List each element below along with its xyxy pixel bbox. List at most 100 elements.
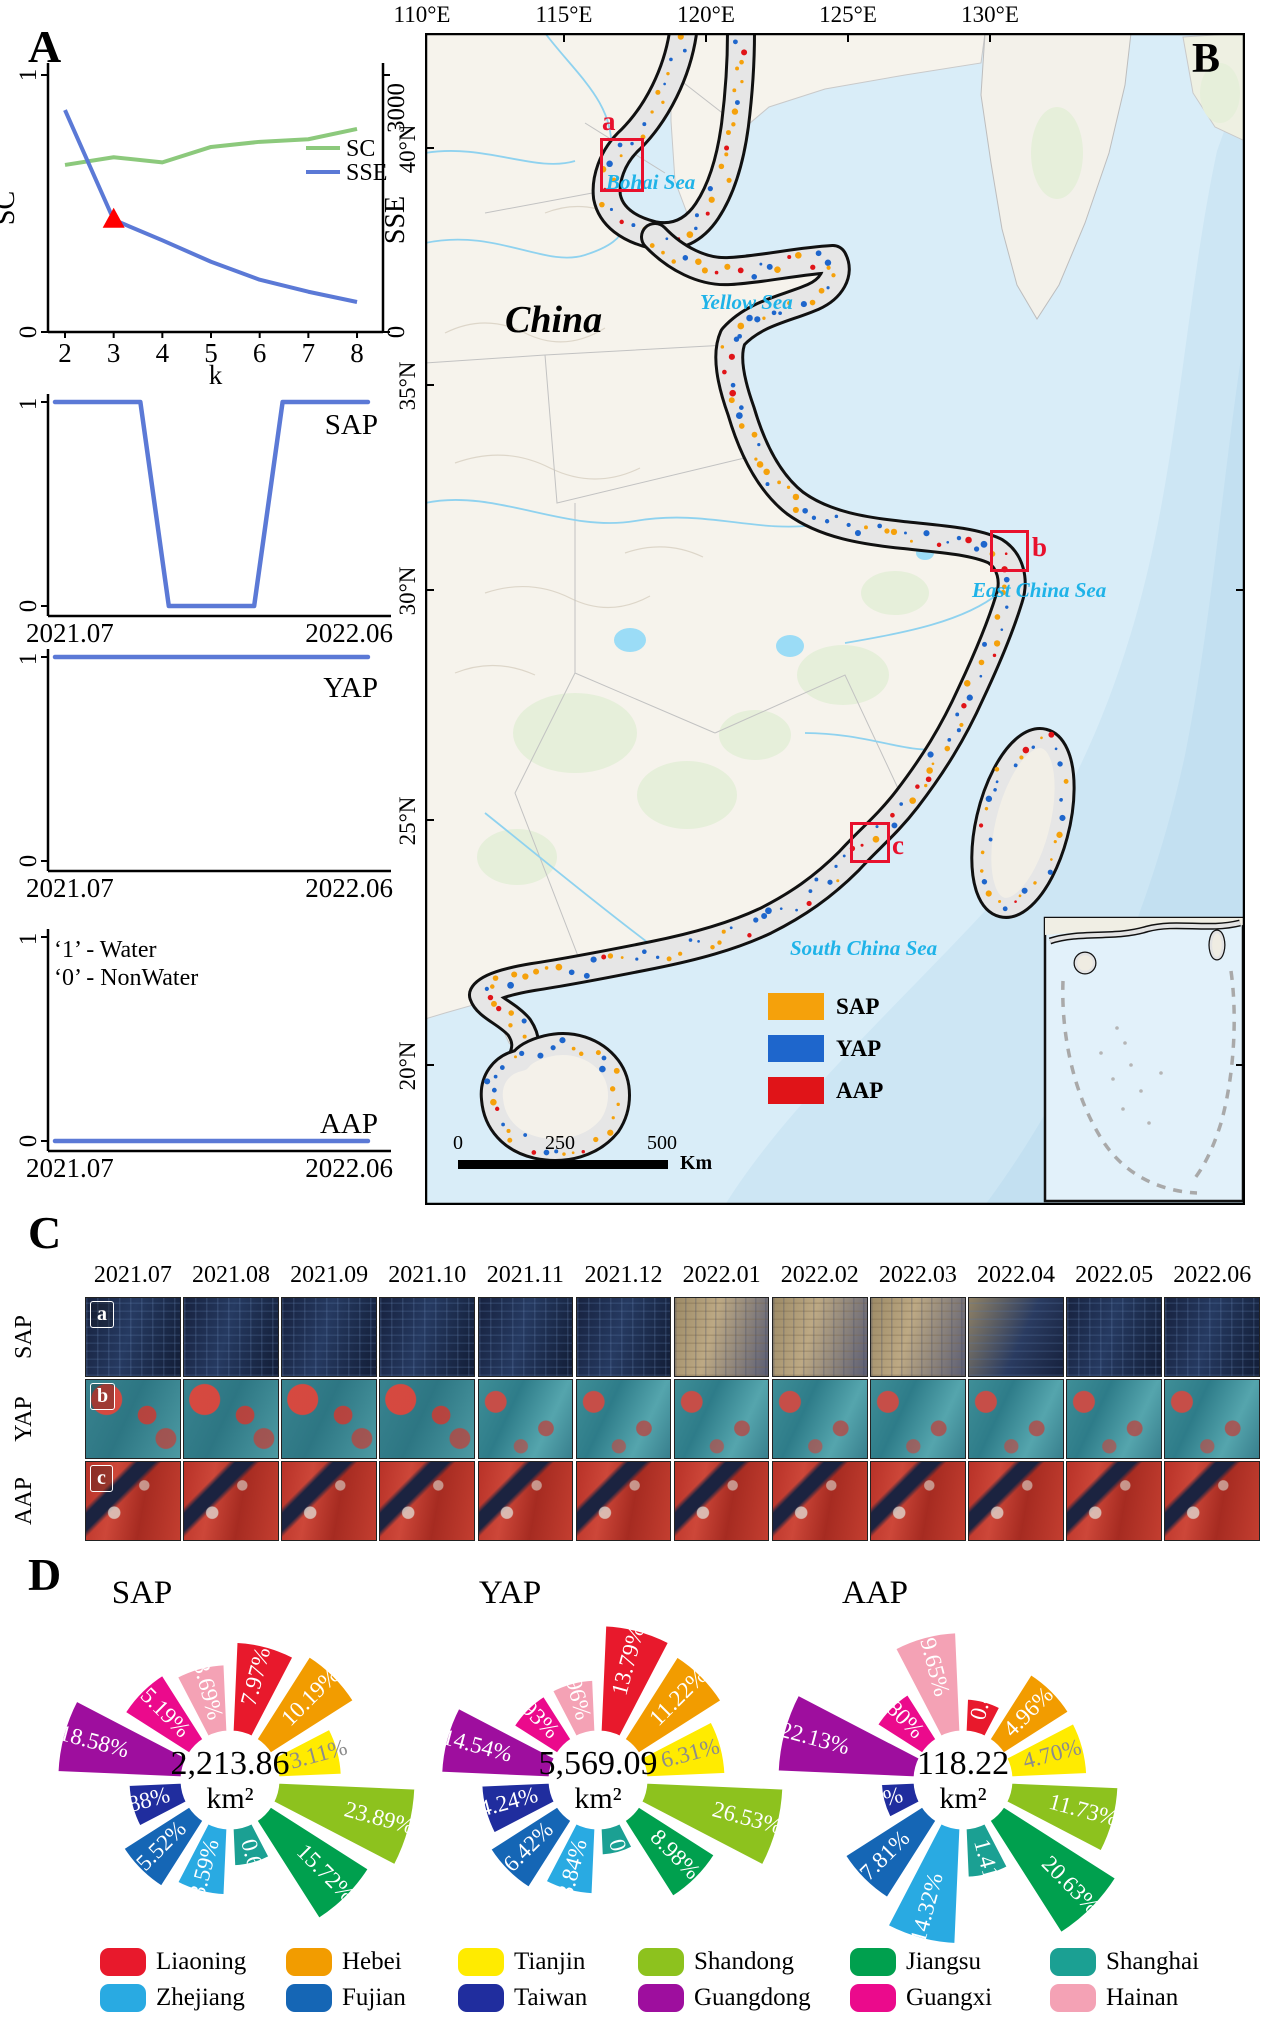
coastal-band-main — [468, 222, 1027, 1076]
map-legend-swatch-aap — [768, 1077, 824, 1104]
legend-label: Guangxi — [906, 1984, 993, 2011]
rose-wedge-guangdong — [55, 1698, 189, 1780]
rose-wedge-zhejiang — [175, 1821, 230, 1898]
legend-label: Guangdong — [694, 1984, 811, 2011]
column-header: 2022.05 — [1075, 1262, 1154, 1288]
legend-item-shanghai: Shanghai — [1050, 1948, 1210, 1976]
legend-sse: SSE — [346, 160, 387, 186]
legend-swatch — [1050, 1948, 1096, 1976]
lat-label-25n: 25°N — [395, 796, 420, 846]
legend-item-zhejiang: Zhejiang — [100, 1984, 286, 2012]
svg-text:1: 1 — [15, 69, 42, 82]
rose-wedge-zhejiang — [885, 1821, 963, 1946]
rose-wedge-guangxi — [122, 1672, 206, 1756]
satellite-thumbnail — [183, 1297, 279, 1377]
legend-item-hebei: Hebei — [286, 1948, 458, 1976]
map-legend-swatch-yap — [768, 1035, 824, 1062]
rose-wedge-fujian — [842, 1804, 939, 1901]
rose-wedge-liaoning — [230, 1639, 296, 1739]
status-line — [52, 399, 371, 609]
satellite-thumbnail — [575, 1379, 672, 1459]
rose-chart-yap: YAP13.79%11.22%6.31%26.53%8.98%0.25%3.84… — [439, 1575, 786, 1900]
rose-wedge-hainan — [174, 1662, 230, 1739]
rose-wedge-hebei — [987, 1671, 1072, 1756]
legend-swatch — [458, 1948, 504, 1976]
inset-map — [1043, 916, 1245, 1203]
coastal-band-taiwan — [970, 727, 1076, 919]
satellite-thumbnail — [771, 1297, 868, 1377]
column-header: 2021.12 — [584, 1262, 663, 1288]
rose-wedge-jiangsu — [987, 1804, 1119, 1936]
rose-wedge-taiwan — [126, 1780, 189, 1829]
rose-center-value: 5,569.09 — [539, 1745, 658, 1782]
rose-wedge-tianjin — [271, 1726, 344, 1780]
legend-swatch — [850, 1948, 896, 1976]
svg-text:0: 0 — [15, 855, 42, 868]
rose-wedge-liaoning — [598, 1623, 672, 1739]
column-header: 2022.04 — [976, 1262, 1055, 1288]
legend-label: Fujian — [342, 1984, 406, 2011]
rose-wedge-shandong — [639, 1780, 786, 1868]
legend-item-fujian: Fujian — [286, 1984, 458, 2012]
column-header: 2021.08 — [191, 1262, 270, 1288]
panel-b-label: B — [1192, 36, 1221, 82]
rose-wedge-shandong — [1004, 1780, 1121, 1854]
rose-wedge-taiwan — [878, 1780, 922, 1820]
svg-text:3000: 3000 — [383, 83, 410, 133]
satellite-thumbnail — [379, 1461, 475, 1541]
svg-text:1: 1 — [15, 398, 42, 411]
scalebar-tick-250: 250 — [545, 1132, 575, 1154]
legend-item-liaoning: Liaoning — [100, 1948, 286, 1976]
rose-title: YAP — [479, 1575, 541, 1611]
svg-text:0: 0 — [383, 326, 410, 339]
svg-text:0: 0 — [15, 1135, 42, 1148]
rose-wedge-jiangsu — [254, 1804, 371, 1921]
legend-note-2: ‘0’ - NonWater — [54, 965, 198, 991]
legend-label: Jiangsu — [906, 1948, 981, 1975]
rose-wedge-liaoning — [963, 1696, 1003, 1739]
legend-sc: SC — [346, 136, 375, 162]
legend-item-jiangsu: Jiangsu — [850, 1948, 1050, 1976]
rose-wedge-taiwan — [479, 1780, 557, 1836]
satellite-thumbnail — [379, 1379, 475, 1459]
satellite-thumbnail — [1164, 1379, 1260, 1459]
column-header: 2022.02 — [780, 1262, 859, 1288]
rose-wedge-hainan — [549, 1677, 598, 1739]
scalebar-unit: Km — [680, 1152, 713, 1174]
legend-label: Liaoning — [156, 1948, 247, 1975]
elbow-marker — [102, 207, 125, 228]
rose-wedge-hebei — [622, 1654, 724, 1756]
x-tick: 4 — [156, 338, 170, 368]
legend-note-1: ‘1’ - Water — [54, 937, 156, 963]
rose-wedge-hainan — [893, 1630, 963, 1739]
scalebar-tick-500: 500 — [647, 1132, 677, 1154]
column-header: 2021.09 — [290, 1262, 369, 1288]
site-letter-b: b — [1032, 532, 1048, 562]
legend-swatch — [458, 1984, 504, 2012]
satellite-thumbnail — [85, 1379, 181, 1459]
legend-label: Shanghai — [1106, 1948, 1200, 1975]
rose-center-value: 2,213.86 — [171, 1745, 290, 1782]
x-end-label: 2022.06 — [305, 873, 393, 903]
rose-wedge-guangdong — [775, 1692, 922, 1780]
satellite-thumbnail — [477, 1297, 574, 1377]
legend-swatch — [1050, 1984, 1096, 2012]
province-legend: Liaoning Hebei Tianjin Shandong Jiangsu Shang… — [100, 1948, 1210, 2012]
rose-wedge-value: 0.25% — [604, 1836, 644, 1900]
site-box-a — [600, 138, 644, 192]
thumbnail-row-aap — [85, 1461, 1260, 1541]
legend-label: Shandong — [694, 1948, 794, 1975]
rose-wedge-guangxi — [874, 1691, 939, 1756]
satellite-thumbnail — [673, 1461, 770, 1541]
sap-status-chart: 1 0 2021.07 2022.06 SAP — [15, 394, 393, 648]
row-label-aap: AAP — [11, 1477, 37, 1526]
thumbnail-row-sap — [85, 1297, 1260, 1377]
satellite-thumbnail — [85, 1297, 181, 1377]
lon-label-125e: 125°E — [819, 2, 877, 27]
satellite-thumbnail — [477, 1461, 574, 1541]
satellite-thumbnail — [183, 1461, 279, 1541]
rose-center-unit: km² — [574, 1782, 621, 1815]
column-header: 2022.01 — [682, 1262, 761, 1288]
country-label: China — [505, 299, 603, 341]
x-tick: 5 — [204, 338, 218, 368]
